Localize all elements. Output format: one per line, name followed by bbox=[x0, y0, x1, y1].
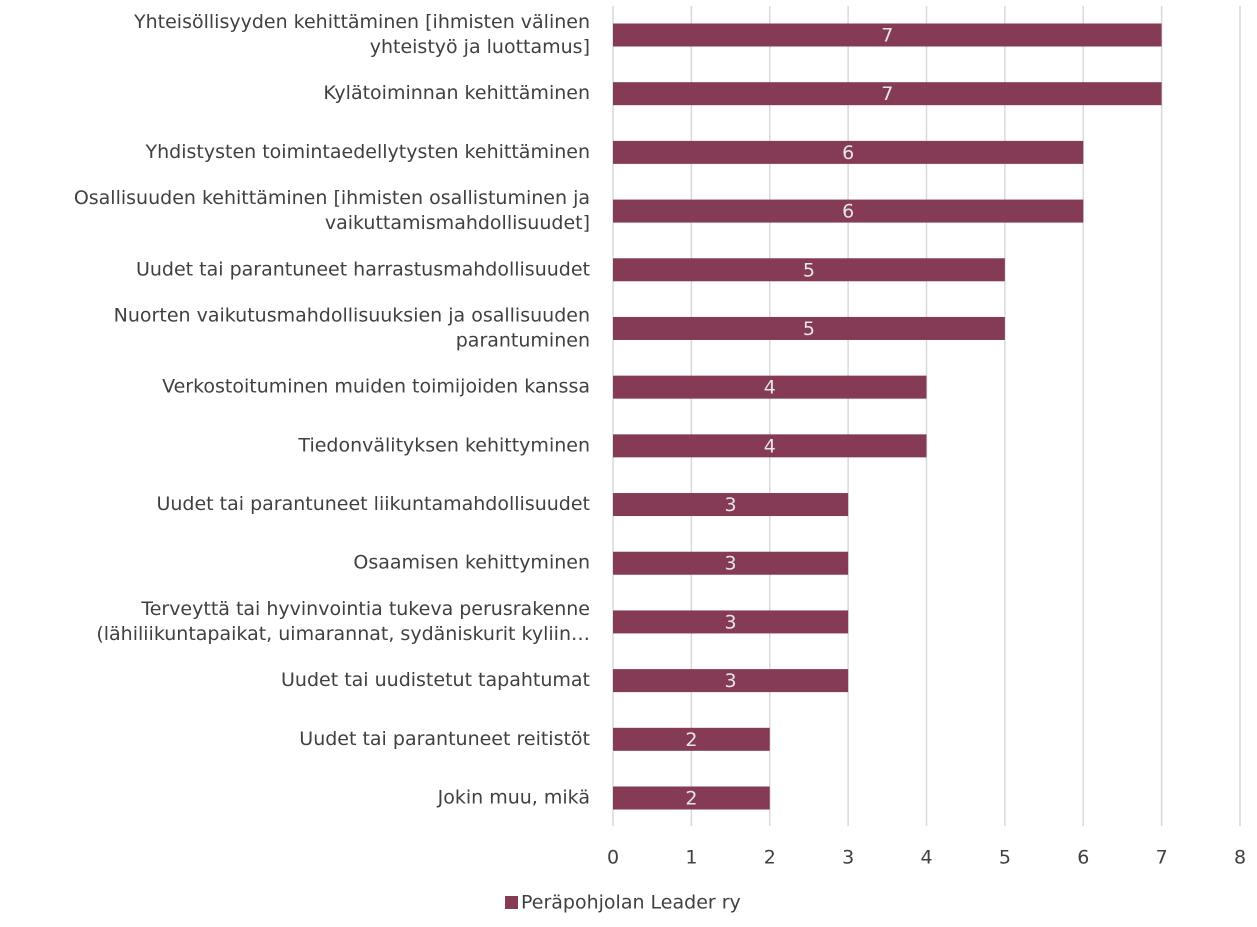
bar bbox=[613, 493, 849, 517]
bar bbox=[613, 610, 849, 634]
bar bbox=[613, 669, 849, 693]
x-tick-label: 2 bbox=[764, 847, 776, 869]
y-tick-label: yhteistyö ja luottamus] bbox=[370, 36, 590, 58]
bar bbox=[613, 199, 1084, 223]
y-tick-label: Terveyttä tai hyvinvointia tukeva perusr… bbox=[140, 598, 590, 620]
data-label: 2 bbox=[685, 788, 697, 810]
bar bbox=[613, 375, 927, 399]
bar bbox=[613, 23, 1162, 47]
bar bbox=[613, 551, 849, 575]
x-tick-label: 1 bbox=[685, 847, 697, 869]
y-tick-label: Uudet tai uudistetut tapahtumat bbox=[281, 669, 590, 691]
legend-label: Peräpohjolan Leader ry bbox=[521, 892, 741, 914]
y-tick-label: Uudet tai parantuneet liikuntamahdollisu… bbox=[156, 493, 590, 515]
x-tick-label: 7 bbox=[1156, 847, 1168, 869]
data-label: 6 bbox=[842, 201, 854, 223]
y-tick-label: Tiedonvälityksen kehittyminen bbox=[297, 434, 590, 456]
y-tick-label: parantuminen bbox=[456, 329, 590, 351]
data-label: 7 bbox=[881, 83, 893, 105]
legend-swatch bbox=[505, 896, 518, 909]
bar bbox=[613, 258, 1005, 282]
data-label: 4 bbox=[764, 377, 776, 399]
y-tick-label: Jokin muu, mikä bbox=[437, 787, 590, 809]
data-label: 2 bbox=[685, 729, 697, 751]
x-tick-label: 8 bbox=[1234, 847, 1246, 869]
data-label: 4 bbox=[764, 435, 776, 457]
x-tick-label: 6 bbox=[1077, 847, 1089, 869]
y-tick-label: Uudet tai parantuneet harrastusmahdollis… bbox=[136, 258, 590, 280]
y-tick-label: Yhteisöllisyyden kehittäminen [ihmisten … bbox=[133, 11, 590, 33]
data-label: 3 bbox=[725, 553, 737, 575]
y-tick-label: vaikuttamismahdollisuudet] bbox=[325, 212, 590, 234]
x-tick-label: 5 bbox=[999, 847, 1011, 869]
data-label: 3 bbox=[725, 670, 737, 692]
data-label: 6 bbox=[842, 142, 854, 164]
data-label: 7 bbox=[881, 25, 893, 47]
x-tick-label: 3 bbox=[842, 847, 854, 869]
data-label: 5 bbox=[803, 259, 815, 281]
y-tick-label: Verkostoituminen muiden toimijoiden kans… bbox=[162, 376, 590, 398]
bar bbox=[613, 727, 770, 751]
y-tick-label: Uudet tai parantuneet reitistöt bbox=[299, 728, 590, 750]
y-tick-label: Osallisuuden kehittäminen [ihmisten osal… bbox=[74, 187, 590, 209]
bar bbox=[613, 434, 927, 458]
y-tick-label: Yhdistysten toimintaedellytysten kehittä… bbox=[145, 141, 590, 163]
data-label: 3 bbox=[725, 494, 737, 516]
data-label: 5 bbox=[803, 318, 815, 340]
bar bbox=[613, 140, 1084, 164]
x-tick-label: 4 bbox=[920, 847, 932, 869]
x-tick-label: 0 bbox=[607, 847, 619, 869]
y-tick-label: Kylätoiminnan kehittäminen bbox=[323, 82, 590, 104]
y-tick-label: Osaamisen kehittyminen bbox=[353, 552, 590, 574]
data-label: 3 bbox=[725, 611, 737, 633]
y-tick-label: Nuorten vaikutusmahdollisuuksien ja osal… bbox=[114, 304, 590, 326]
bar bbox=[613, 786, 770, 810]
bar bbox=[613, 82, 1162, 106]
y-tick-label: (lähiliikuntapaikat, uimarannat, sydänis… bbox=[96, 623, 590, 645]
bar bbox=[613, 316, 1005, 340]
